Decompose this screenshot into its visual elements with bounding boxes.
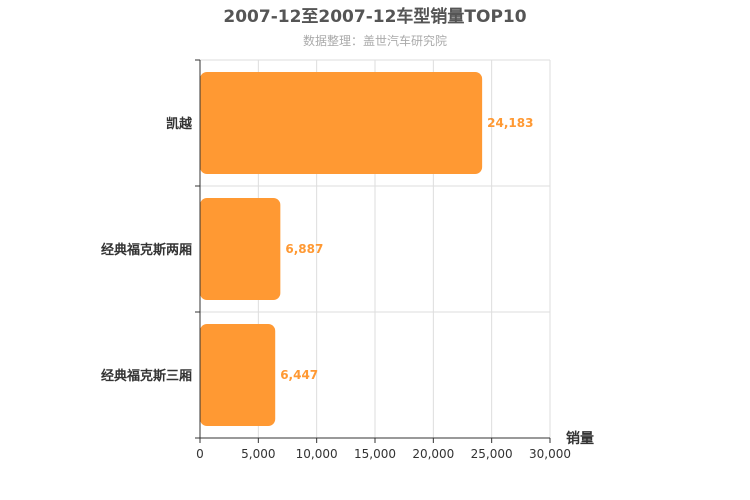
x-tick-label: 20,000 xyxy=(412,447,454,461)
x-tick-label: 0 xyxy=(196,447,204,461)
bar-value-label: 6,887 xyxy=(285,242,323,256)
bar xyxy=(200,324,276,426)
category-label: 经典福克斯两厢 xyxy=(101,242,192,258)
chart-subtitle: 数据整理：盖世汽车研究院 xyxy=(303,33,447,48)
x-tick-label: 30,000 xyxy=(529,447,571,461)
bar xyxy=(200,72,483,174)
x-tick-label: 5,000 xyxy=(241,447,275,461)
x-axis-label: 销量 xyxy=(566,430,594,447)
x-tick-label: 10,000 xyxy=(296,447,338,461)
bars-group: 24,183 6,887 6,447 xyxy=(200,72,533,426)
x-tick-label: 25,000 xyxy=(471,447,513,461)
bar-value-label: 24,183 xyxy=(487,116,533,130)
bar-value-label: 6,447 xyxy=(280,368,318,382)
category-label: 经典福克斯三厢 xyxy=(101,368,192,384)
category-label: 凯越 xyxy=(166,116,193,132)
x-tick-label: 15,000 xyxy=(354,447,396,461)
bar xyxy=(200,198,281,300)
chart-title: 2007-12至2007-12车型销量TOP10 xyxy=(223,6,526,27)
